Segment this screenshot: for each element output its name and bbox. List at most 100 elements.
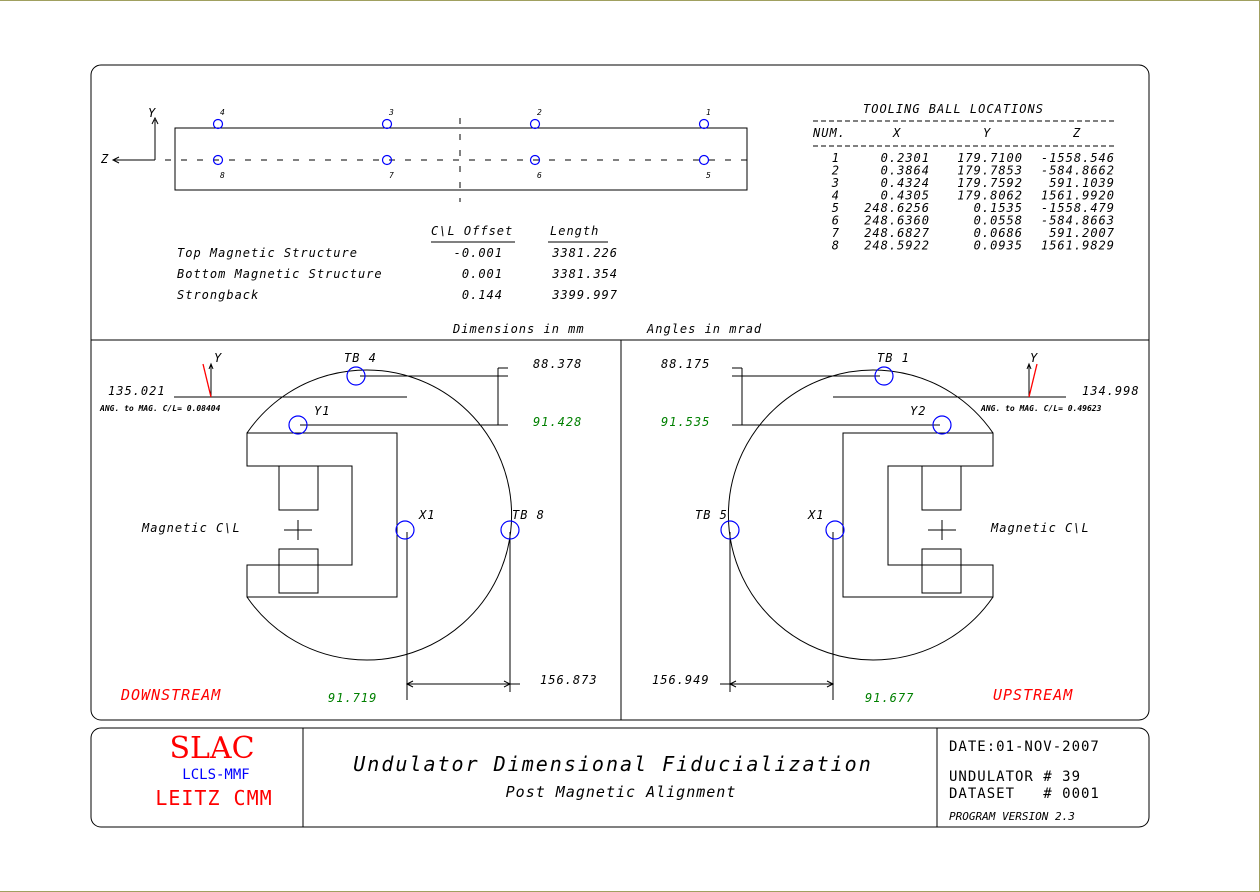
- program-version: PROGRAM VERSION 2.3: [949, 810, 1075, 823]
- drawing-subtitle: Post Magnetic Alignment: [506, 783, 737, 801]
- dim-x-measured: 91.719: [328, 691, 377, 705]
- dim-y-measured: 91.535: [661, 415, 710, 429]
- tooling-row-value: -584.8662: [1041, 164, 1115, 178]
- ball-label: 6: [537, 171, 542, 180]
- row-label: Top Magnetic Structure: [177, 246, 358, 260]
- tooling-row-value: -584.8663: [1041, 214, 1115, 228]
- y-axis-label: Y: [214, 351, 222, 365]
- col-header: NUM.: [812, 126, 846, 140]
- length-header: Length: [550, 224, 599, 238]
- ball-label: 5: [706, 171, 711, 180]
- tooling-row-value: 0.3864: [881, 164, 930, 178]
- tooling-ball-5: [698, 154, 710, 166]
- angle-text: ANG. to MAG. C/L= 0.49623: [980, 404, 1102, 413]
- z-axis-label: Z: [100, 152, 109, 166]
- tooling-row-value: 0.0686: [974, 226, 1023, 240]
- downstream-labels: Y TB 4 135.021 ANG. to MAG. C/L= 0.08404…: [99, 351, 598, 705]
- tooling-ball-table: TOOLING BALL LOCATIONS NUM. X Y Z 1 0.230…: [812, 102, 1115, 253]
- tooling-ball-7: [381, 154, 393, 166]
- offset-table: C\L Offset Length Top Magnetic Structure…: [177, 224, 762, 336]
- tooling-row-value: -1558.546: [1041, 151, 1115, 165]
- row-offset: 0.144: [462, 288, 503, 302]
- drawing-title: Undulator Dimensional Fiducialization: [353, 752, 873, 776]
- tb-top-label: TB 1: [877, 351, 910, 365]
- row-length: 3381.226: [551, 246, 618, 260]
- org-logo: SLAC: [169, 731, 254, 766]
- strongback-outline: [174, 127, 748, 191]
- tooling-row-num: 8: [832, 239, 840, 253]
- upstream-label: UPSTREAM: [993, 686, 1073, 704]
- ball-label: 8: [220, 171, 225, 180]
- dim-x-measured: 91.677: [865, 691, 914, 705]
- ball-label: 4: [220, 108, 225, 117]
- tooling-row-value: 248.6256: [864, 201, 930, 215]
- units-angles: Angles in mrad: [646, 322, 762, 336]
- tooling-row-value: 0.0558: [974, 214, 1023, 228]
- dim-top: 88.378: [533, 357, 582, 371]
- height-value: 135.021: [108, 384, 166, 398]
- tooling-table-title: TOOLING BALL LOCATIONS: [863, 102, 1044, 116]
- row-label: Strongback: [177, 288, 259, 302]
- tooling-row-num: 4: [832, 189, 840, 203]
- x-ball-label: X1: [807, 508, 824, 522]
- tooling-row-value: 1561.9829: [1041, 239, 1115, 253]
- tooling-row-value: 179.7853: [957, 164, 1023, 178]
- x-ball-label: X1: [418, 508, 435, 522]
- tooling-row-num: 3: [831, 176, 840, 190]
- height-value: 134.998: [1082, 384, 1140, 398]
- y-axis-label: Y: [148, 106, 156, 120]
- tooling-ball-4: [212, 118, 224, 130]
- main-frame: [90, 64, 1150, 721]
- tooling-row-value: 179.7592: [957, 176, 1023, 190]
- machine-label: LEITZ CMM: [155, 786, 272, 810]
- tooling-ball-6: [529, 154, 541, 166]
- row-length: 3399.997: [551, 288, 618, 302]
- tooling-row-value: 0.4305: [881, 189, 930, 203]
- row-offset: -0.001: [454, 246, 503, 260]
- tooling-row-value: -1558.479: [1041, 201, 1115, 215]
- row-offset: 0.001: [462, 267, 503, 281]
- dim-side: 156.949: [652, 673, 710, 687]
- ball-label: 1: [706, 108, 711, 117]
- tooling-row-num: 2: [832, 164, 840, 178]
- y-ball-label: Y2: [910, 404, 926, 418]
- tb-side-label: TB 5: [695, 508, 728, 522]
- tooling-row-value: 248.6360: [864, 214, 930, 228]
- offset-header: C\L Offset: [431, 224, 513, 238]
- tooling-row-value: 591.1039: [1049, 176, 1115, 190]
- y-axis-label: Y: [1030, 351, 1038, 365]
- tooling-ball-8: [212, 154, 224, 166]
- tb-top-label: TB 4: [344, 351, 377, 365]
- title-block: SLAC LCLS-MMF LEITZ CMM Undulator Dimens…: [90, 727, 1150, 828]
- ball-label: 3: [388, 108, 394, 117]
- dim-side: 156.873: [540, 673, 598, 687]
- tooling-row-value: 179.8062: [957, 189, 1023, 203]
- tooling-ball-3: [381, 118, 393, 130]
- dim-top: 88.175: [661, 357, 710, 371]
- ball-label: 2: [537, 108, 542, 117]
- magnetic-cl-label: Magnetic C\L: [141, 521, 241, 535]
- row-length: 3381.354: [551, 267, 618, 281]
- tooling-row-value: 1561.9920: [1041, 189, 1115, 203]
- undulator-number: UNDULATOR # 39: [949, 769, 1081, 785]
- tooling-row-value: 0.4324: [881, 176, 930, 190]
- dept-label: LCLS-MMF: [182, 767, 249, 783]
- tooling-row-value: 248.6827: [864, 226, 930, 240]
- y-ball-label: Y1: [314, 404, 330, 418]
- tooling-ball-2: [529, 118, 541, 130]
- tooling-row-value: 179.7100: [957, 151, 1023, 165]
- date: DATE:01-NOV-2007: [949, 739, 1100, 755]
- magnetic-cl-label: Magnetic C\L: [990, 521, 1090, 535]
- angle-text: ANG. to MAG. C/L= 0.08404: [99, 404, 221, 413]
- tooling-row-num: 7: [832, 226, 840, 240]
- units-dimensions: Dimensions in mm: [452, 322, 585, 336]
- upstream-labels: Y TB 1 134.998 ANG. to MAG. C/L= 0.49623…: [652, 351, 1140, 705]
- col-header: Y: [983, 126, 991, 140]
- tooling-row-value: 0.2301: [881, 151, 930, 165]
- tooling-row-num: 5: [832, 201, 840, 215]
- tooling-row-num: 1: [832, 151, 840, 165]
- tooling-row-value: 591.2007: [1049, 226, 1115, 240]
- tooling-row-num: 6: [832, 214, 840, 228]
- tb-side-label: TB 8: [512, 508, 545, 522]
